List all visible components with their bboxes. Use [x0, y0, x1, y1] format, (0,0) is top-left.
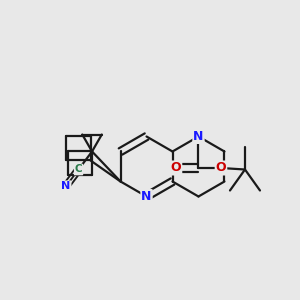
Text: C: C — [75, 164, 83, 175]
Text: O: O — [171, 161, 181, 175]
Text: O: O — [216, 161, 226, 175]
Text: N: N — [141, 190, 152, 203]
Text: N: N — [61, 181, 70, 191]
Text: N: N — [193, 130, 204, 143]
